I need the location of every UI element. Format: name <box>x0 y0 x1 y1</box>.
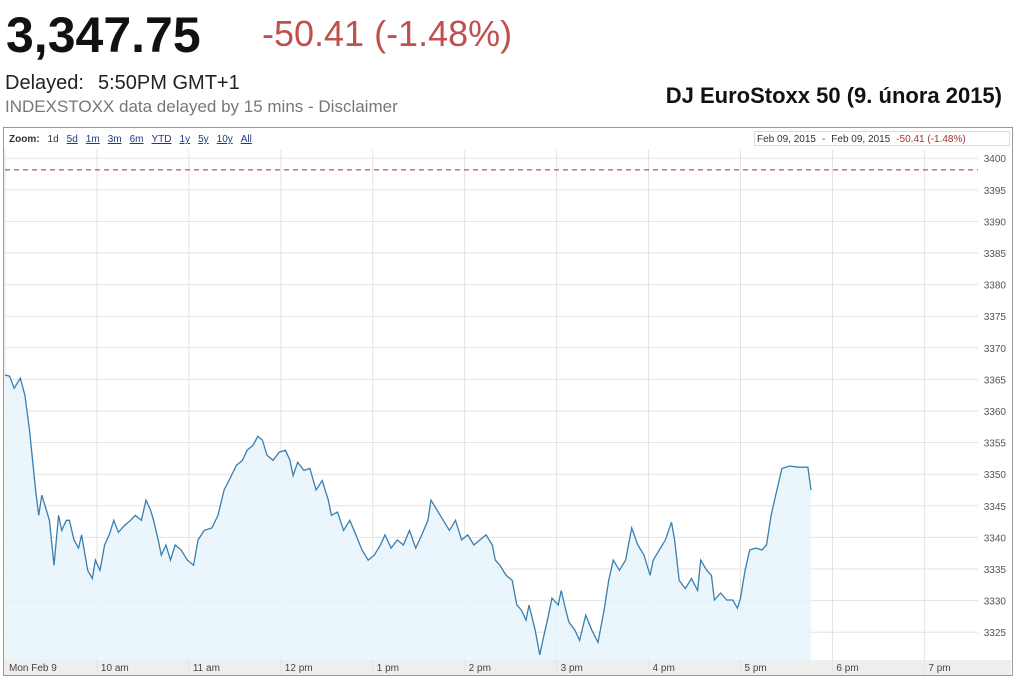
y-tick-label: 3395 <box>984 186 1007 197</box>
y-tick-label: 3400 <box>984 154 1007 165</box>
zoom-option[interactable]: 1m <box>86 134 100 145</box>
y-tick-label: 3325 <box>984 628 1007 639</box>
y-tick-label: 3375 <box>984 312 1007 323</box>
x-tick-label: Mon Feb 9 <box>9 663 57 674</box>
x-tick-label: 11 am <box>193 663 220 674</box>
x-tick-label: 5 pm <box>744 663 766 674</box>
x-tick-label: 1 pm <box>377 663 399 674</box>
x-tick-label: 3 pm <box>561 663 583 674</box>
delayed-label: Delayed: <box>5 72 84 94</box>
range-separator: - <box>822 134 825 145</box>
range-box <box>754 131 1010 146</box>
price-change: -50.41 (-1.48%) <box>262 13 512 54</box>
zoom-option[interactable]: YTD <box>152 134 172 145</box>
price: 3,347.75 <box>6 7 201 63</box>
y-tick-label: 3355 <box>984 439 1007 450</box>
source-note: INDEXSTOXX data delayed by 15 mins - Dis… <box>5 97 398 116</box>
range-start: Feb 09, 2015 <box>757 134 816 145</box>
zoom-option[interactable]: 10y <box>217 134 233 145</box>
y-tick-label: 3380 <box>984 281 1007 292</box>
y-tick-label: 3335 <box>984 565 1007 576</box>
zoom-option[interactable]: 1d <box>48 134 59 145</box>
x-tick-label: 12 pm <box>285 663 313 674</box>
y-tick-label: 3370 <box>984 344 1007 355</box>
y-tick-label: 3340 <box>984 533 1007 544</box>
zoom-option[interactable]: 5d <box>67 134 78 145</box>
y-tick-label: 3365 <box>984 375 1007 386</box>
y-tick-label: 3350 <box>984 470 1007 481</box>
x-tick-label: 10 am <box>101 663 129 674</box>
zoom-option[interactable]: 5y <box>198 134 209 145</box>
delay-time: 5:50PM GMT+1 <box>98 72 240 94</box>
y-tick-label: 3390 <box>984 217 1007 228</box>
y-tick-label: 3330 <box>984 597 1007 608</box>
chart-title: DJ EuroStoxx 50 (9. února 2015) <box>666 83 1002 108</box>
zoom-option[interactable]: All <box>241 134 252 145</box>
x-tick-label: 6 pm <box>836 663 858 674</box>
y-tick-label: 3385 <box>984 249 1007 260</box>
x-tick-label: 2 pm <box>469 663 491 674</box>
range-end: Feb 09, 2015 <box>831 134 890 145</box>
y-tick-label: 3345 <box>984 502 1007 513</box>
line <box>4 374 812 656</box>
x-tick-label: 4 pm <box>653 663 675 674</box>
range-change: -50.41 (-1.48%) <box>896 134 965 145</box>
zoom-option[interactable]: 6m <box>130 134 144 145</box>
x-tick-label: 7 pm <box>928 663 950 674</box>
y-tick-label: 3360 <box>984 407 1007 418</box>
zoom-option[interactable]: 3m <box>108 134 122 145</box>
zoom-label: Zoom: <box>9 134 40 145</box>
x-axis-strip <box>5 660 1011 675</box>
zoom-option[interactable]: 1y <box>180 134 191 145</box>
area <box>5 375 811 660</box>
